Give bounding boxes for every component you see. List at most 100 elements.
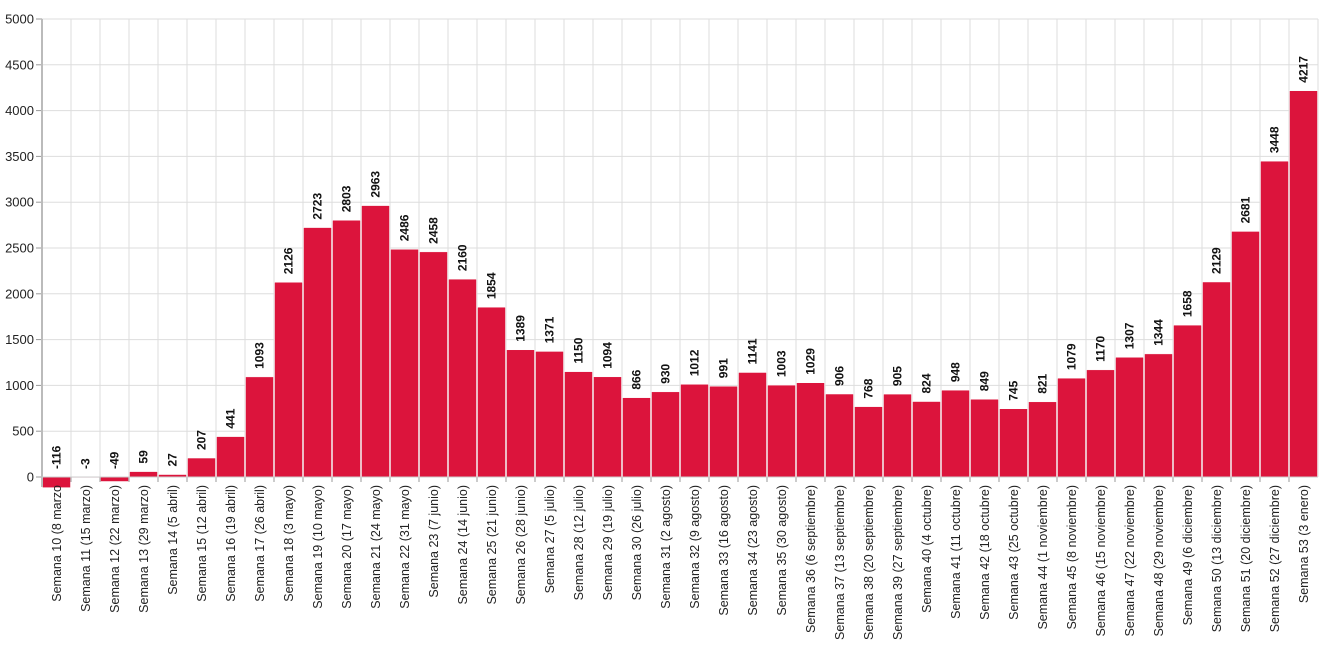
bar <box>767 384 796 478</box>
bar-value-label: 2126 <box>282 247 296 274</box>
y-tick-label: 500 <box>12 424 34 439</box>
y-tick-label: 2000 <box>5 286 34 301</box>
y-tick-label: 2500 <box>5 241 34 256</box>
x-tick-label: Semana 39 (27 septiembre) <box>891 485 905 640</box>
bar <box>1173 324 1202 478</box>
bar-value-label: 4217 <box>1297 56 1311 83</box>
bar-value-label: 207 <box>195 430 209 450</box>
bar-value-label: 1079 <box>1065 343 1079 370</box>
bar <box>303 227 332 478</box>
x-tick-label: Semana 15 (12 abril) <box>195 485 209 602</box>
gridlines <box>42 18 1319 478</box>
x-tick-label: Semana 42 (18 octubre) <box>978 485 992 620</box>
bar-value-label: 745 <box>1007 380 1021 400</box>
bar <box>709 385 738 478</box>
bar-value-label: 1150 <box>572 337 586 363</box>
bar-value-label: 2723 <box>311 193 325 220</box>
x-tick-label: Semana 10 (8 marzo <box>50 485 64 602</box>
bar <box>1057 377 1086 478</box>
x-tick-label: Semana 41 (11 octubre) <box>949 485 963 619</box>
x-tick-label: Semana 36 (6 septiembre) <box>804 485 818 633</box>
bar <box>1086 369 1115 478</box>
y-tick-label: 4000 <box>5 103 34 118</box>
x-tick-label: Semana 12 (22 marzo) <box>108 485 122 613</box>
bar-value-label: 2160 <box>456 244 470 271</box>
x-tick-label: Semana 25 (21 junio) <box>485 485 499 605</box>
bar-value-label: 849 <box>978 371 992 391</box>
bar-value-label: 2458 <box>427 217 441 244</box>
bar-value-label: 2963 <box>369 171 383 198</box>
x-tick-label: Semana 17 (26 abril) <box>253 485 267 602</box>
x-tick-label: Semana 40 (4 octubre) <box>920 485 934 613</box>
y-tick-label: 4500 <box>5 57 34 72</box>
bar <box>941 389 970 478</box>
bar-value-label: 905 <box>891 366 905 386</box>
bar-value-label: 906 <box>833 366 847 386</box>
x-tick-label: Semana 13 (29 marzo) <box>137 485 151 613</box>
x-tick-label: Semana 34 (23 agosto) <box>746 485 760 616</box>
bar-value-label: 1094 <box>601 342 615 369</box>
x-tick-label: Semana 48 (29 noviembre) <box>1152 485 1166 636</box>
bar-value-label: 991 <box>717 358 731 378</box>
x-tick-label: Semana 50 (13 diciembre) <box>1210 485 1224 632</box>
bar <box>738 372 767 478</box>
x-tick-label: Semana 14 (5 abril) <box>166 485 180 595</box>
x-tick-label: Semana 53 (3 enero) <box>1297 485 1311 603</box>
x-tick-label: Semana 28 (12 julio) <box>572 485 586 600</box>
bar <box>216 436 245 478</box>
bar-value-label: 27 <box>166 453 180 467</box>
y-tick-label: 0 <box>27 470 34 485</box>
x-tick-label: Semana 27 (5 julio) <box>543 485 557 593</box>
y-axis-tick-labels: 0 500 1000 1500 2000 2500 3000 3500 4000 4500 5000 <box>5 12 34 485</box>
bar <box>622 397 651 478</box>
bar-value-label: 3448 <box>1268 126 1282 153</box>
x-tick-label: Semana 11 (15 marzo) <box>79 485 93 612</box>
x-tick-label: Semana 22 (31 mayo) <box>398 485 412 609</box>
x-tick-label: Semana 51 (20 diciembre) <box>1239 485 1253 632</box>
bar-value-label: 1093 <box>253 342 267 369</box>
bar <box>187 457 216 478</box>
x-tick-label: Semana 16 (19 abril) <box>224 485 238 602</box>
x-tick-label: Semana 30 (26 julio) <box>630 485 644 600</box>
bar <box>1289 90 1318 478</box>
bar <box>651 391 680 478</box>
x-tick-label: Semana 20 (17 mayo) <box>340 485 354 609</box>
x-tick-label: Semana 24 (14 junio) <box>456 485 470 605</box>
x-tick-label: Semana 32 (9 agosto) <box>688 485 702 609</box>
bar <box>970 398 999 478</box>
bar-value-label: 824 <box>920 373 934 393</box>
x-tick-label: Semana 23 (7 junio) <box>427 485 441 598</box>
bar <box>564 371 593 478</box>
bar-value-label: -49 <box>108 451 122 469</box>
bar-value-label: 1854 <box>485 272 499 299</box>
y-tick-label: 3000 <box>5 195 34 210</box>
y-tick-label: 3500 <box>5 149 34 164</box>
bar <box>593 376 622 478</box>
bar-value-label: 441 <box>224 408 238 428</box>
bar <box>825 393 854 478</box>
y-tick-label: 1500 <box>5 332 34 347</box>
bar <box>1202 281 1231 478</box>
bar <box>419 251 448 478</box>
y-tick-label: 1000 <box>5 378 34 393</box>
bar-value-labels: -116 -3 -49 59 27 207 441 1093 2126 2723 2803 2963 2… <box>50 56 1311 469</box>
bar-value-label: 1170 <box>1094 335 1108 361</box>
bar-value-label: 930 <box>659 363 673 383</box>
bar <box>245 376 274 478</box>
bar-value-label: 1003 <box>775 350 789 377</box>
bar <box>129 471 158 478</box>
bar-value-label: 59 <box>137 450 151 464</box>
bar-value-label: 1658 <box>1181 290 1195 317</box>
bar <box>1144 353 1173 478</box>
bar-value-label: 2803 <box>340 185 354 212</box>
bar-value-label: 1371 <box>543 316 557 343</box>
x-tick-label: Semana 26 (28 junio) <box>514 485 528 605</box>
x-tick-label: Semana 43 (25 octubre) <box>1007 485 1021 620</box>
bar <box>912 401 941 478</box>
bar <box>274 282 303 478</box>
bar-value-label: 866 <box>630 369 644 389</box>
bar <box>390 249 419 478</box>
bar <box>680 384 709 478</box>
bar-value-label: 1012 <box>688 349 702 376</box>
bar <box>506 349 535 478</box>
